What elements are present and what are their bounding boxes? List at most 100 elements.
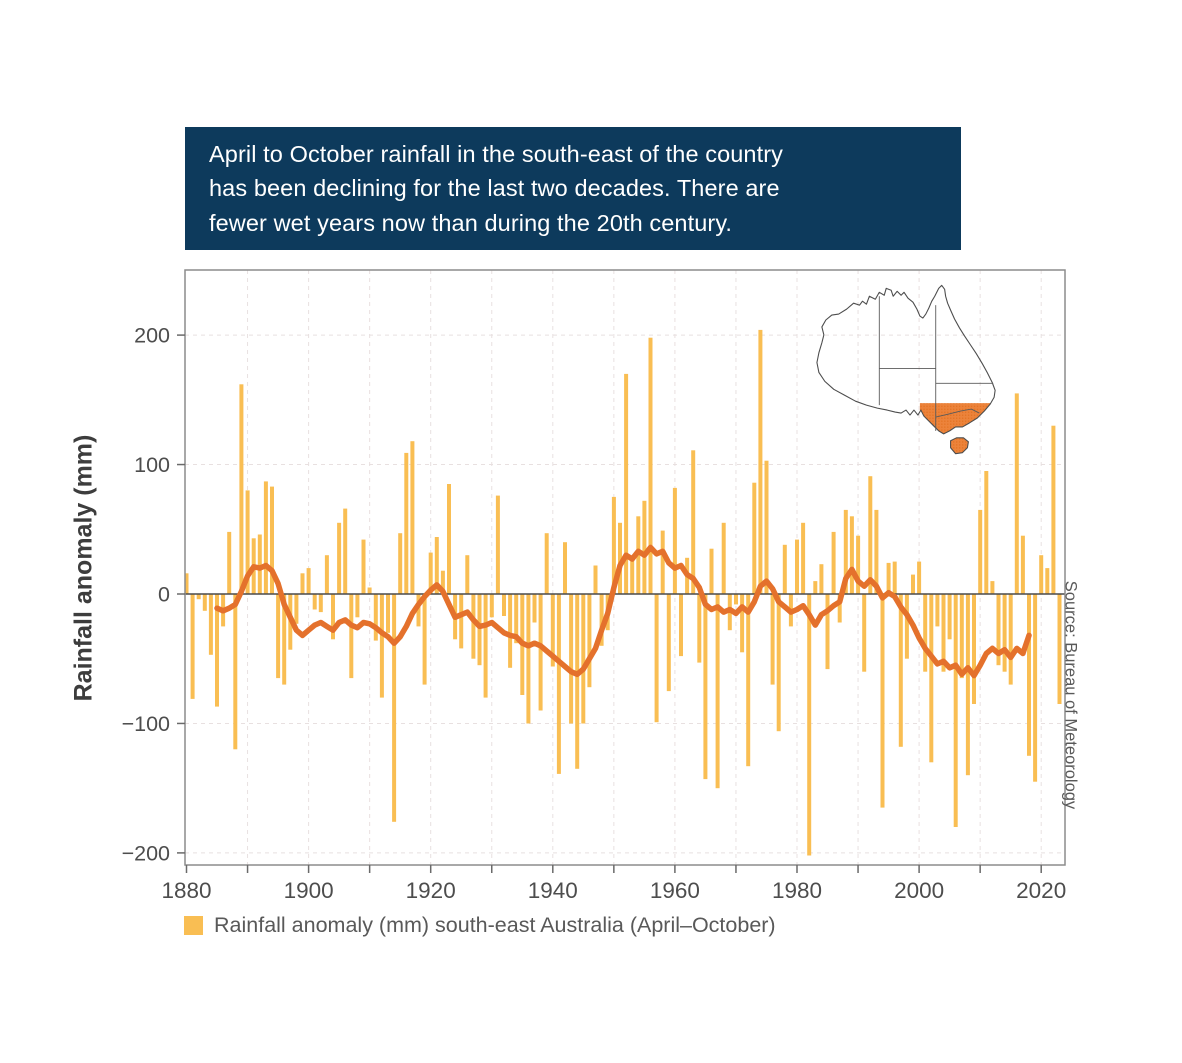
legend: Rainfall anomaly (mm) south-east Austral… (184, 913, 776, 938)
anomaly-bar (611, 496, 616, 594)
anomaly-bar (593, 565, 598, 594)
anomaly-bar (843, 509, 848, 594)
anomaly-bar (502, 594, 506, 616)
anomaly-bar (483, 594, 488, 698)
anomaly-bar (929, 594, 934, 763)
anomaly-bar (813, 581, 818, 594)
anomaly-bar (758, 329, 763, 594)
anomaly-bar (440, 570, 445, 594)
anomaly-bar (215, 594, 219, 707)
anomaly-bar (752, 482, 757, 594)
anomaly-bar (367, 587, 372, 594)
anomaly-bar (672, 487, 677, 594)
anomaly-bar (1045, 568, 1050, 594)
anomaly-bar (1039, 555, 1044, 594)
anomaly-bar (666, 594, 671, 692)
anomaly-bar (764, 460, 769, 594)
australia-outline (816, 284, 996, 435)
smoothed-trend-line (214, 544, 1032, 679)
anomaly-bar (581, 594, 586, 724)
anomaly-bar (422, 594, 427, 685)
anomaly-bar (849, 516, 854, 594)
anomaly-bar (935, 594, 940, 627)
anomaly-bar (965, 594, 970, 776)
anomaly-bar (379, 594, 384, 698)
anomaly-bar (208, 594, 213, 655)
anomaly-bar (538, 594, 543, 711)
legend-swatch-icon (184, 916, 203, 935)
anomaly-bar (721, 522, 726, 594)
anomaly-bar (904, 594, 909, 659)
anomaly-bar (447, 484, 451, 594)
anomaly-bar (734, 594, 738, 605)
anomaly-bar (624, 373, 629, 594)
bars-group (184, 329, 1062, 856)
y-tick-label: 0 (158, 583, 170, 607)
anomaly-bar (697, 594, 702, 663)
anomaly-bar (776, 594, 781, 732)
x-tick-label: 2000 (894, 878, 944, 903)
anomaly-bar (300, 573, 305, 594)
anomaly-bar (227, 531, 232, 594)
australia-map-inset (816, 284, 996, 455)
anomaly-bar (563, 542, 567, 594)
anomaly-bar (972, 594, 976, 704)
anomaly-bar (245, 490, 250, 594)
y-tick-label: 100 (134, 453, 170, 477)
anomaly-bar (343, 508, 348, 594)
anomaly-bar (428, 552, 433, 594)
caption-text: April to October rainfall in the south-e… (209, 140, 784, 236)
anomaly-bar (795, 539, 799, 594)
anomaly-bar (1051, 425, 1056, 594)
anomaly-bar (837, 594, 842, 623)
anomaly-bar (801, 522, 806, 594)
anomaly-bar (990, 581, 995, 594)
map-highlight-region (919, 403, 996, 434)
anomaly-bar (526, 594, 531, 724)
anomaly-bar (898, 594, 903, 747)
anomaly-bar (416, 594, 421, 627)
anomaly-bar (276, 594, 281, 679)
anomaly-bar (190, 594, 195, 699)
anomaly-bar (355, 594, 360, 618)
anomaly-bar (495, 495, 500, 594)
source-credit: Source: Bureau of Meteorology (1061, 580, 1080, 810)
anomaly-bar (263, 481, 268, 594)
anomaly-bar (575, 594, 580, 769)
anomaly-bar (807, 594, 812, 856)
anomaly-bar (398, 533, 403, 594)
anomaly-bar (892, 561, 897, 594)
anomaly-bar (630, 557, 635, 594)
anomaly-bar (270, 486, 274, 594)
plot-frame (184, 269, 1066, 866)
anomaly-bar (978, 509, 983, 594)
anomaly-bar (917, 561, 922, 594)
anomaly-bar (953, 594, 958, 827)
anomaly-bar (819, 564, 824, 594)
anomaly-bar (514, 594, 519, 644)
anomaly-bar (654, 594, 659, 723)
anomaly-bar (1033, 594, 1038, 782)
anomaly-bar (782, 544, 787, 594)
anomaly-bar (1057, 594, 1062, 704)
anomaly-bar (703, 594, 708, 780)
anomaly-bar (709, 548, 714, 594)
legend-label: Rainfall anomaly (mm) south-east Austral… (214, 913, 776, 937)
anomaly-bar (410, 441, 415, 594)
anomaly-bar (746, 594, 751, 767)
anomaly-bar (599, 594, 604, 646)
anomaly-bar (569, 594, 574, 724)
anomaly-bar (825, 594, 830, 670)
anomaly-bar (642, 500, 647, 594)
anomaly-bar (349, 594, 354, 679)
x-tick-label: 1880 (161, 878, 211, 903)
y-tick-label: −200 (122, 841, 170, 865)
x-tick-label: 1940 (528, 878, 578, 903)
anomaly-bar (587, 594, 592, 688)
anomaly-bar (618, 522, 622, 594)
anomaly-bar (239, 384, 244, 594)
anomaly-bar (544, 533, 549, 594)
anomaly-bar (361, 539, 366, 594)
